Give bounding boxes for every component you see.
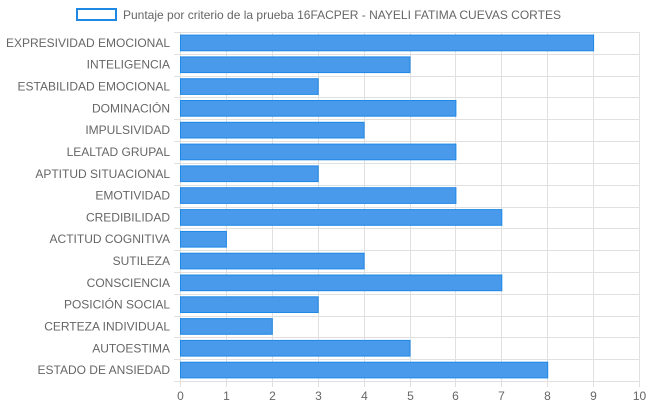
bar[interactable] [180, 121, 365, 139]
bar[interactable] [180, 100, 457, 117]
category-label: APTITUD SITUACIONAL [35, 167, 170, 181]
x-tick-labels: 0 1 2 3 4 5 6 7 8 9 10 [177, 389, 646, 403]
category-label: CREDIBILIDAD [86, 210, 170, 224]
x-tick-label: 2 [269, 389, 276, 403]
category-label: EXPRESIVIDAD EMOCIONAL [6, 36, 170, 50]
category-label: ESTADO DE ANSIEDAD [38, 363, 171, 377]
x-tick-label: 1 [223, 389, 230, 403]
category-label: SUTILEZA [113, 254, 170, 268]
category-label: ACTITUD COGNITIVA [50, 232, 170, 246]
x-tick-label: 6 [452, 389, 459, 403]
x-tick-label: 3 [315, 389, 322, 403]
legend-swatch[interactable] [76, 8, 117, 21]
bar[interactable] [180, 34, 595, 52]
bar[interactable] [180, 230, 227, 248]
bar[interactable] [180, 274, 503, 292]
x-tick-label: 4 [361, 389, 368, 403]
category-label: DOMINACIÓN [92, 100, 170, 115]
category-labels: EXPRESIVIDAD EMOCIONAL INTELIGENCIA ESTABI… [6, 36, 170, 377]
category-label: ESTABILIDAD EMOCIONAL [18, 80, 171, 94]
category-label: CERTEZA INDIVIDUAL [44, 319, 170, 333]
bar[interactable] [180, 56, 411, 74]
category-label: INTELIGENCIA [87, 58, 170, 72]
x-tick-label: 10 [633, 389, 647, 403]
bar[interactable] [180, 187, 457, 204]
bar[interactable] [180, 361, 549, 379]
x-tick-label: 0 [177, 389, 184, 403]
category-label: LEALTAD GRUPAL [67, 145, 171, 159]
category-label: IMPULSIVIDAD [85, 123, 170, 137]
bar[interactable] [180, 165, 319, 183]
x-tick-label: 5 [407, 389, 414, 403]
bar[interactable] [180, 78, 319, 95]
bar[interactable] [180, 209, 503, 226]
x-tick-label: 8 [544, 389, 551, 403]
legend-label[interactable]: Puntaje por criterio de la prueba 16FACP… [123, 8, 561, 22]
x-tick-label: 9 [590, 389, 597, 403]
category-label: AUTOESTIMA [92, 341, 170, 355]
bar[interactable] [180, 143, 457, 161]
category-label: EMOTIVIDAD [95, 189, 170, 203]
bar[interactable] [180, 339, 411, 357]
category-label: POSICIÓN SOCIAL [64, 297, 170, 312]
bar[interactable] [180, 318, 273, 335]
bar[interactable] [180, 252, 365, 270]
x-tick-label: 7 [498, 389, 505, 403]
bars [180, 34, 595, 379]
category-label: CONSCIENCIA [87, 276, 170, 290]
bar[interactable] [180, 296, 319, 313]
